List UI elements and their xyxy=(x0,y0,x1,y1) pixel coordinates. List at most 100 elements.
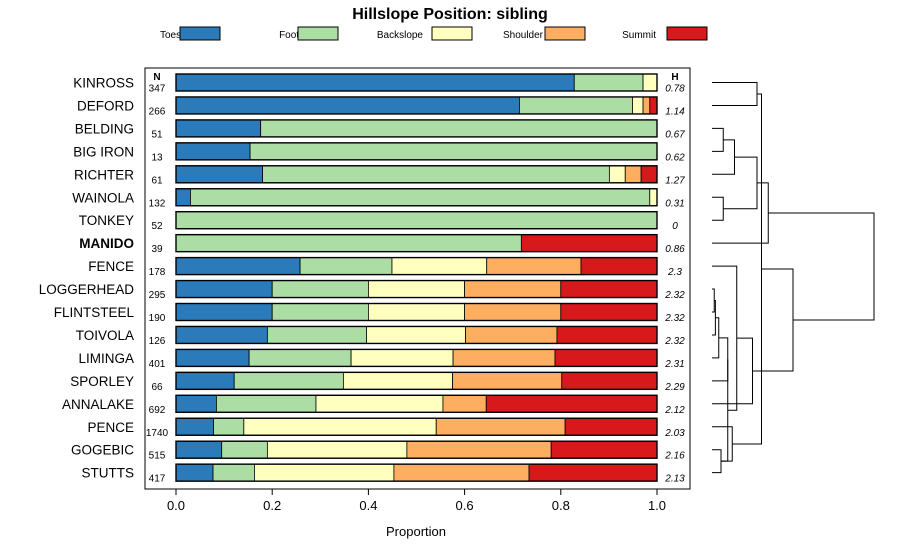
bar-outline-pence xyxy=(175,417,658,436)
legend-label-summit: Summit xyxy=(622,30,656,41)
bar-segment-pence-summit xyxy=(564,417,658,436)
row-label-stutts: STUTTS xyxy=(82,466,135,481)
row-n-richter: 61 xyxy=(151,175,163,186)
bar-segment-pence-toeslope xyxy=(175,417,214,436)
row-label-fence: FENCE xyxy=(88,259,134,274)
x-tick-label-0: 0.0 xyxy=(167,498,185,513)
bar-segment-flintsteel-footslope xyxy=(271,303,369,321)
bar-segment-deford-shoulder xyxy=(642,96,651,115)
row-label-belding: BELDING xyxy=(75,121,134,136)
row-h-tonkey: 0 xyxy=(672,221,678,232)
bar-outline-tonkey xyxy=(175,210,658,230)
row-h-liminga: 2.31 xyxy=(664,359,684,370)
legend-swatch-summit xyxy=(666,26,708,41)
row-h-manido: 0.86 xyxy=(665,244,685,255)
dendrogram-link-13 xyxy=(723,156,758,210)
bar-segment-big-iron-footslope xyxy=(249,142,658,161)
row-label-pence: PENCE xyxy=(87,420,134,435)
row-label-big-iron: BIG IRON xyxy=(73,144,134,159)
bar-outline-flintsteel xyxy=(175,302,658,322)
row-h-toivola: 2.32 xyxy=(664,336,685,347)
row-label-flintsteel: FLINTSTEEL xyxy=(54,305,135,320)
bar-segment-belding-toeslope xyxy=(175,119,262,138)
dendrogram-link-7 xyxy=(721,359,729,462)
bar-segment-wainola-backslope xyxy=(649,188,658,207)
bar-outline-manido xyxy=(175,233,658,253)
h-header: H xyxy=(671,72,678,83)
row-n-stutts: 417 xyxy=(149,474,166,485)
bar-segment-toivola-summit xyxy=(556,326,658,344)
bar-segment-loggerhead-shoulder xyxy=(464,280,562,298)
row-n-tonkey: 52 xyxy=(151,221,163,232)
bar-segment-kinross-footslope xyxy=(573,73,644,92)
bar-segment-annalake-summit xyxy=(485,394,658,413)
bar-segment-liminga-toeslope xyxy=(175,348,250,367)
row-n-fence: 178 xyxy=(149,267,166,278)
row-n-big-iron: 13 xyxy=(151,152,163,163)
bar-segment-gogebic-shoulder xyxy=(406,440,552,459)
bar-outline-annalake xyxy=(175,394,658,413)
bar-segment-flintsteel-summit xyxy=(560,303,658,321)
bar-outline-stutts xyxy=(175,463,658,482)
bar-segment-sporley-summit xyxy=(561,371,658,390)
bar-segment-sporley-shoulder xyxy=(452,371,563,390)
bar-segment-flintsteel-toeslope xyxy=(175,303,273,321)
x-axis: 0.0 0.2 0.4 0.6 0.8 1.0 xyxy=(167,489,666,513)
plot-frame xyxy=(144,67,691,490)
row-label-loggerhead: LOGGERHEAD xyxy=(39,282,135,297)
legend: ToeslopeFootslopeBackslopeShoulderSummit xyxy=(160,26,708,41)
legend-label-shoulder: Shoulder xyxy=(503,30,544,41)
row-label-tonkey: TONKEY xyxy=(79,213,134,228)
bar-segment-richter-summit xyxy=(640,165,658,184)
bar-segment-loggerhead-summit xyxy=(560,280,658,298)
x-tick-label-2: 0.4 xyxy=(359,498,377,513)
bar-outline-toivola xyxy=(175,325,658,345)
dendrogram-link-15 xyxy=(712,182,769,244)
bar-segment-fence-footslope xyxy=(299,257,393,276)
x-tick-label-3: 0.6 xyxy=(456,498,474,513)
row-label-gogebic: GOGEBIC xyxy=(71,443,134,458)
row-n-toivola: 126 xyxy=(149,336,166,347)
row-h-sporley: 2.29 xyxy=(664,382,685,393)
bar-segment-tonkey-footslope xyxy=(175,211,658,230)
bar-segment-deford-summit xyxy=(649,96,658,115)
bar-segment-wainola-footslope xyxy=(190,188,651,207)
dendrogram-link-17 xyxy=(768,212,875,321)
row-n-belding: 51 xyxy=(151,129,163,140)
row-h-deford: 1.14 xyxy=(665,106,685,117)
bar-segment-sporley-footslope xyxy=(233,371,344,390)
dendrogram-link-5 xyxy=(712,196,724,221)
bar-segment-richter-shoulder xyxy=(624,165,642,184)
bar-segment-gogebic-footslope xyxy=(221,440,268,459)
row-n-deford: 266 xyxy=(149,106,166,117)
row-h-gogebic: 2.16 xyxy=(664,451,685,462)
row-label-annalake: ANNALAKE xyxy=(62,397,134,412)
bar-segment-stutts-footslope xyxy=(212,463,255,482)
row-label-wainola: WAINOLA xyxy=(72,190,134,205)
bar-segment-loggerhead-toeslope xyxy=(175,280,273,298)
legend-swatch-shoulder xyxy=(544,26,586,41)
bar-segment-gogebic-backslope xyxy=(266,440,408,459)
row-n-liminga: 401 xyxy=(149,359,166,370)
bar-outline-kinross xyxy=(175,73,658,92)
bar-segment-kinross-toeslope xyxy=(175,73,575,92)
row-label-sporley: SPORLEY xyxy=(70,374,134,389)
bar-segment-liminga-shoulder xyxy=(452,348,556,367)
legend-swatch-toeslope xyxy=(179,26,221,41)
dendrogram-link-0 xyxy=(712,288,715,313)
bar-segment-toivola-footslope xyxy=(266,326,367,344)
row-h-flintsteel: 2.32 xyxy=(664,313,685,324)
dendrogram xyxy=(712,82,875,474)
bar-segment-fence-toeslope xyxy=(175,257,301,276)
bar-segment-fence-shoulder xyxy=(486,257,582,276)
bar-outline-wainola xyxy=(175,188,658,207)
bar-outline-sporley xyxy=(175,371,658,391)
bar-segment-pence-shoulder xyxy=(435,417,566,436)
bar-segment-manido-footslope xyxy=(175,234,522,253)
bar-outline-fence xyxy=(175,256,658,276)
row-n-annalake: 692 xyxy=(149,405,166,416)
dendrogram-link-6 xyxy=(712,337,729,382)
dendrogram-link-1 xyxy=(712,300,716,336)
legend-swatch-footslope xyxy=(297,26,339,41)
bar-segment-stutts-summit xyxy=(528,463,658,482)
